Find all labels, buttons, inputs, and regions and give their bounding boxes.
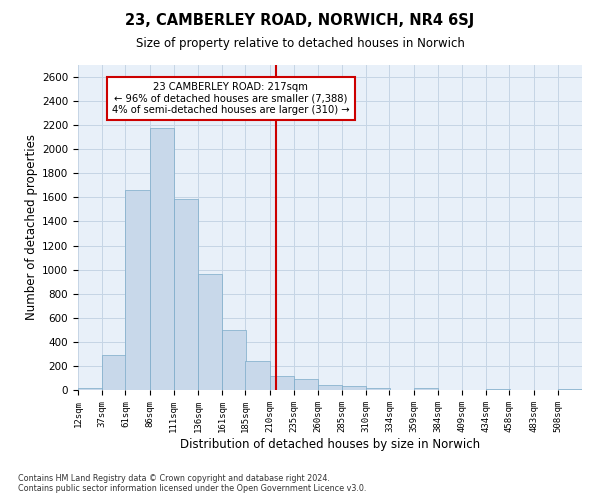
Bar [558, 389, 582, 390]
Bar [245, 361, 269, 390]
Text: 23 CAMBERLEY ROAD: 217sqm
← 96% of detached houses are smaller (7,388)
4% of sem: 23 CAMBERLEY ROAD: 217sqm ← 96% of detac… [112, 82, 350, 115]
Bar [198, 274, 222, 390]
Bar [413, 388, 438, 390]
Bar [102, 355, 127, 390]
Bar [78, 388, 102, 390]
Bar [486, 389, 511, 390]
Bar [269, 376, 294, 390]
X-axis label: Distribution of detached houses by size in Norwich: Distribution of detached houses by size … [180, 438, 480, 450]
Bar [342, 386, 366, 390]
Y-axis label: Number of detached properties: Number of detached properties [25, 134, 38, 320]
Bar [149, 128, 174, 390]
Bar [125, 190, 149, 390]
Bar [222, 330, 247, 390]
Text: 23, CAMBERLEY ROAD, NORWICH, NR4 6SJ: 23, CAMBERLEY ROAD, NORWICH, NR4 6SJ [125, 12, 475, 28]
Text: Contains public sector information licensed under the Open Government Licence v3: Contains public sector information licen… [18, 484, 367, 493]
Bar [366, 388, 391, 390]
Bar [174, 198, 198, 390]
Bar [318, 385, 342, 390]
Text: Size of property relative to detached houses in Norwich: Size of property relative to detached ho… [136, 38, 464, 51]
Text: Contains HM Land Registry data © Crown copyright and database right 2024.: Contains HM Land Registry data © Crown c… [18, 474, 330, 483]
Bar [294, 378, 318, 390]
